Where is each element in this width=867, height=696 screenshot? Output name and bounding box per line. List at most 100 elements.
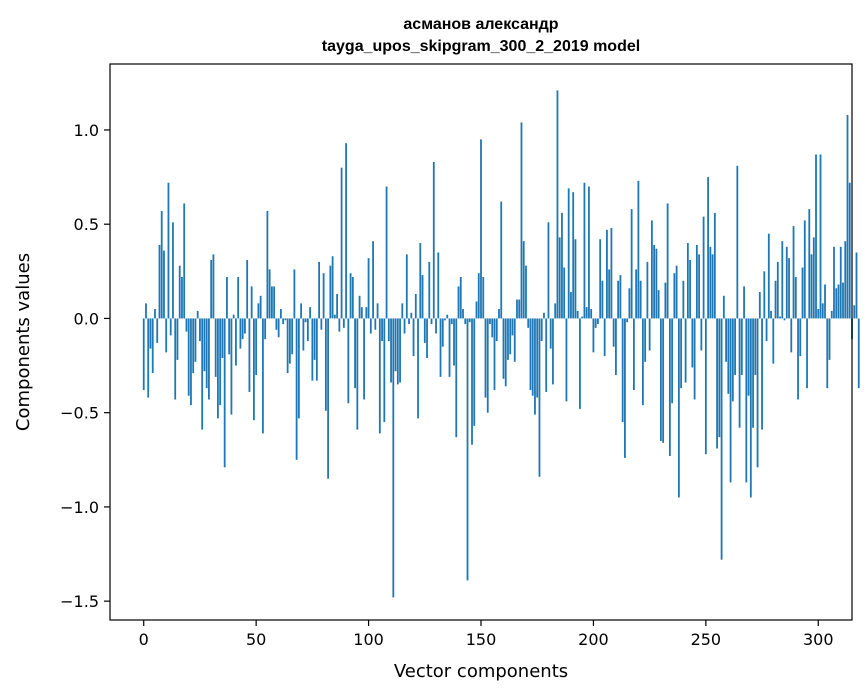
bar: [547, 222, 550, 319]
bar: [190, 318, 192, 406]
bar: [770, 310, 772, 319]
bar: [291, 318, 294, 355]
bar: [518, 299, 521, 319]
bar: [147, 318, 150, 398]
bar: [464, 318, 467, 325]
bar: [563, 267, 566, 319]
bar: [423, 318, 426, 343]
bar: [641, 318, 644, 406]
bar: [390, 318, 392, 383]
bar: [545, 318, 548, 392]
bar: [199, 318, 201, 342]
bar: [761, 318, 763, 430]
bar: [160, 211, 163, 319]
bar: [621, 318, 624, 423]
bar: [583, 182, 586, 319]
bar: [729, 318, 732, 483]
bar: [745, 318, 748, 483]
bar: [174, 318, 177, 400]
bar: [345, 143, 347, 319]
bar: [151, 318, 154, 374]
bar: [408, 318, 410, 325]
bar: [475, 301, 478, 319]
bar: [628, 288, 631, 319]
bar: [848, 182, 851, 319]
bar: [163, 250, 165, 319]
bar: [405, 254, 408, 319]
bar: [554, 303, 557, 319]
bar: [691, 318, 694, 368]
bar: [203, 318, 206, 372]
bar: [349, 273, 352, 319]
bar: [253, 318, 255, 421]
bar: [410, 312, 413, 319]
bar: [221, 318, 224, 359]
bar: [702, 216, 705, 319]
bar: [650, 220, 653, 319]
bar: [187, 318, 190, 396]
bar: [176, 318, 179, 360]
bar: [855, 252, 858, 319]
bar: [311, 318, 314, 381]
bar: [493, 318, 496, 391]
bar: [178, 265, 181, 319]
bar: [268, 269, 271, 319]
y-tick-label: 0.5: [74, 215, 99, 234]
bar: [561, 212, 563, 319]
bar: [219, 318, 222, 406]
bar: [794, 276, 797, 319]
bar: [738, 318, 741, 428]
bar: [428, 261, 431, 319]
bar: [846, 114, 849, 319]
bar: [507, 318, 509, 360]
bar: [255, 318, 258, 375]
bar: [693, 318, 696, 400]
bar: [857, 318, 860, 389]
bar: [383, 318, 386, 423]
bar: [165, 318, 168, 353]
bar: [273, 286, 276, 319]
bar: [304, 318, 307, 323]
bar: [396, 318, 399, 385]
bar: [817, 309, 820, 319]
bar: [486, 318, 489, 413]
bar: [471, 318, 473, 445]
bar: [214, 318, 217, 377]
bar: [659, 318, 662, 441]
bar: [432, 162, 435, 319]
bar: [552, 318, 554, 385]
bar: [450, 318, 453, 325]
bar: [785, 246, 788, 319]
bar: [495, 318, 498, 342]
bar: [601, 280, 604, 319]
bar: [498, 309, 500, 319]
bar: [635, 269, 638, 319]
bar: [657, 290, 660, 319]
bar: [698, 254, 700, 319]
bar: [293, 269, 296, 319]
bar: [581, 316, 584, 319]
bar: [509, 318, 512, 355]
bar: [387, 318, 390, 342]
bar: [718, 318, 721, 438]
bar: [259, 295, 262, 319]
chart-title: асманов александр: [403, 16, 558, 33]
bar: [210, 260, 213, 319]
bar: [435, 318, 437, 334]
bar: [668, 318, 671, 457]
bar: [468, 318, 471, 323]
bar: [230, 318, 233, 415]
bar: [333, 314, 336, 319]
bar: [208, 318, 210, 400]
bar: [212, 254, 215, 319]
bar: [534, 318, 536, 415]
bar: [284, 318, 287, 321]
bar: [525, 265, 527, 319]
bar: [675, 265, 678, 319]
bar: [302, 318, 305, 351]
y-tick-label: 1.0: [74, 121, 99, 140]
bar: [288, 318, 291, 364]
bar: [633, 318, 635, 391]
bar: [644, 318, 647, 362]
bar: [689, 260, 692, 319]
